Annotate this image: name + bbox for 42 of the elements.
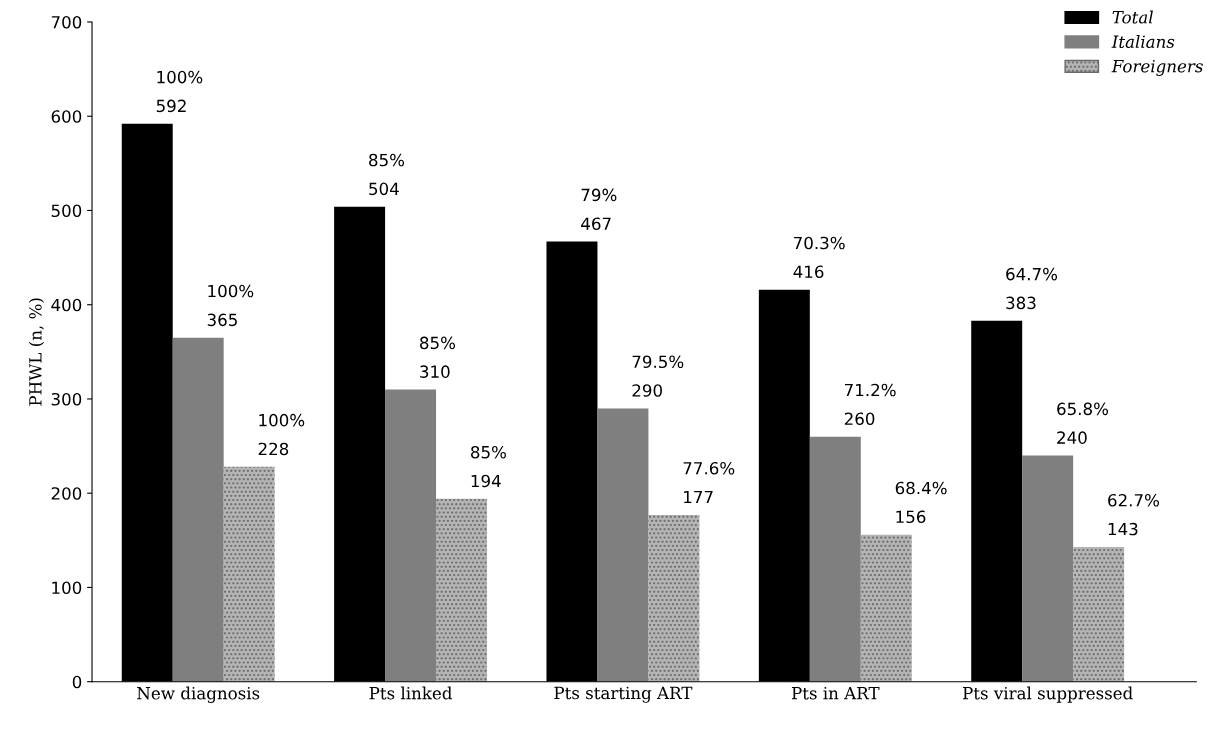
bar (385, 389, 437, 682)
y-tick-label: 200 (51, 487, 82, 500)
x-tick-label: Pts viral suppressed (963, 686, 1133, 703)
bar (223, 466, 275, 682)
data-label: 70.3% 416 (793, 236, 845, 279)
x-tick-label: Pts in ART (791, 686, 880, 700)
x-tick-label: Pts linked (369, 686, 452, 700)
bar (648, 514, 700, 682)
bar (436, 498, 488, 682)
x-tick-label: New diagnosis (137, 686, 260, 703)
data-label: 85% 194 (471, 445, 506, 488)
data-label: 85% 504 (369, 153, 405, 196)
bar (1073, 546, 1125, 682)
legend-label: Italians (1111, 35, 1175, 48)
x-tick-label: Pts starting ART (554, 686, 693, 703)
data-label: 64.7% 383 (1006, 267, 1058, 310)
data-label: 100% 228 (258, 413, 305, 456)
data-label: 79.5% 290 (632, 355, 684, 397)
data-label: 68.4% 156 (895, 481, 947, 524)
data-label: 71.2% 260 (844, 383, 896, 426)
data-label: 62.7% 143 (1108, 493, 1159, 536)
data-label: 100% 365 (207, 284, 254, 327)
data-label: 100% 592 (156, 70, 203, 113)
legend-label: Total (1112, 10, 1153, 24)
y-tick-label: 400 (51, 298, 82, 312)
bar (172, 337, 224, 682)
data-label: 77.6% 177 (683, 461, 735, 504)
y-axis-title: PHWL (n, %) (28, 298, 45, 406)
y-tick-label: 0 (72, 675, 82, 689)
bar (860, 534, 912, 682)
y-tick-label: 100 (52, 581, 82, 595)
y-tick-label: 300 (51, 392, 82, 406)
bar (1022, 455, 1074, 682)
legend-label: Foreigners (1111, 59, 1203, 76)
data-label: 85% 310 (420, 336, 456, 378)
y-tick-label: 600 (51, 110, 82, 123)
data-label: 79% 467 (581, 188, 617, 231)
bar (809, 436, 861, 682)
bar (597, 408, 649, 682)
y-tick-label: 500 (51, 204, 82, 218)
data-label: 65.8% 240 (1057, 402, 1109, 444)
y-tick-label: 700 (51, 15, 82, 29)
